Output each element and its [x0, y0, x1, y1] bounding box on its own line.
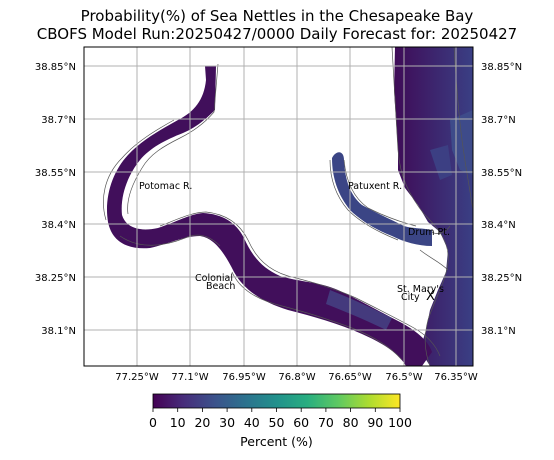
- map-title-line2: CBOFS Model Run:20250427/0000 Daily Fore…: [36, 25, 518, 43]
- lat-label-left: 38.25°N: [35, 273, 76, 284]
- coastline: [103, 47, 473, 366]
- potomac-mid-probability-band: [326, 290, 392, 330]
- lon-label: 77.25°W: [115, 372, 159, 383]
- map-frame: [83, 46, 474, 367]
- lat-label-left: 38.85°N: [35, 62, 76, 73]
- colorbar-gradient: [152, 393, 401, 409]
- lon-labels: 77.25°W 77.1°W 76.95°W 76.8°W 76.65°W 76…: [115, 372, 478, 383]
- lat-label-right: 38.85°N: [481, 62, 522, 73]
- lat-labels-left: 38.85°N 38.7°N 38.55°N 38.4°N 38.25°N 38…: [35, 62, 76, 337]
- colorbar-tick-label: 70: [318, 415, 334, 430]
- lon-label: 77.1°W: [171, 372, 208, 383]
- location-marker-x: X: [426, 289, 435, 304]
- lon-label: 76.95°W: [222, 372, 266, 383]
- lat-label-right: 38.25°N: [481, 273, 522, 284]
- lat-label-left: 38.55°N: [35, 168, 76, 179]
- lat-label-right: 38.55°N: [481, 168, 522, 179]
- lat-label-left: 38.7°N: [41, 115, 76, 126]
- lat-label-left: 38.1°N: [41, 326, 76, 337]
- gridlines: [84, 47, 473, 366]
- colorbar-tick-label: 80: [343, 415, 359, 430]
- map-area: [84, 47, 473, 366]
- colorbar: 0 10 20 30 40 50 60 70 80 90 100 Percent…: [149, 393, 412, 449]
- map-title-line1: Probability(%) of Sea Nettles in the Che…: [80, 7, 474, 25]
- colorbar-tick-label: 40: [244, 415, 260, 430]
- colorbar-tick-label: 100: [388, 415, 412, 430]
- colorbar-tick-label: 60: [293, 415, 309, 430]
- colorbar-tick-label: 50: [269, 415, 285, 430]
- lon-label: 76.8°W: [278, 372, 315, 383]
- lat-label-right: 38.7°N: [481, 115, 516, 126]
- lat-labels-right: 38.85°N 38.7°N 38.55°N 38.4°N 38.25°N 38…: [481, 62, 522, 337]
- place-label-beach: Beach: [206, 281, 235, 292]
- lat-label-right: 38.1°N: [481, 326, 516, 337]
- patuxent-river-water: [332, 152, 432, 246]
- colorbar-tick-label: 0: [149, 415, 157, 430]
- colorbar-tick-label: 30: [219, 415, 235, 430]
- colorbar-label: Percent (%): [240, 434, 313, 449]
- place-label-city: City: [401, 292, 420, 303]
- lon-label: 76.65°W: [328, 372, 372, 383]
- colorbar-tick-label: 20: [194, 415, 210, 430]
- lon-label: 76.5°W: [385, 372, 422, 383]
- lon-label: 76.35°W: [434, 372, 478, 383]
- place-label-colonial: Colonial: [195, 273, 233, 284]
- place-label-st-marys: St. Mary's: [397, 284, 444, 295]
- bay-inner-patch: [430, 145, 452, 180]
- place-label-potomac: Potomac R.: [139, 181, 192, 192]
- colorbar-tick-label: 10: [170, 415, 186, 430]
- lat-label-left: 38.4°N: [41, 220, 76, 231]
- lat-label-right: 38.4°N: [481, 220, 516, 231]
- place-label-drum-point: Drum Pt.: [408, 227, 450, 238]
- colorbar-tick-label: 90: [367, 415, 383, 430]
- place-label-patuxent: Patuxent R.: [348, 181, 402, 192]
- place-labels: Potomac R. Patuxent R. Drum Pt. Colonial…: [139, 181, 450, 304]
- colorbar-ticks: [152, 408, 401, 412]
- potomac-river-water: [106, 66, 433, 366]
